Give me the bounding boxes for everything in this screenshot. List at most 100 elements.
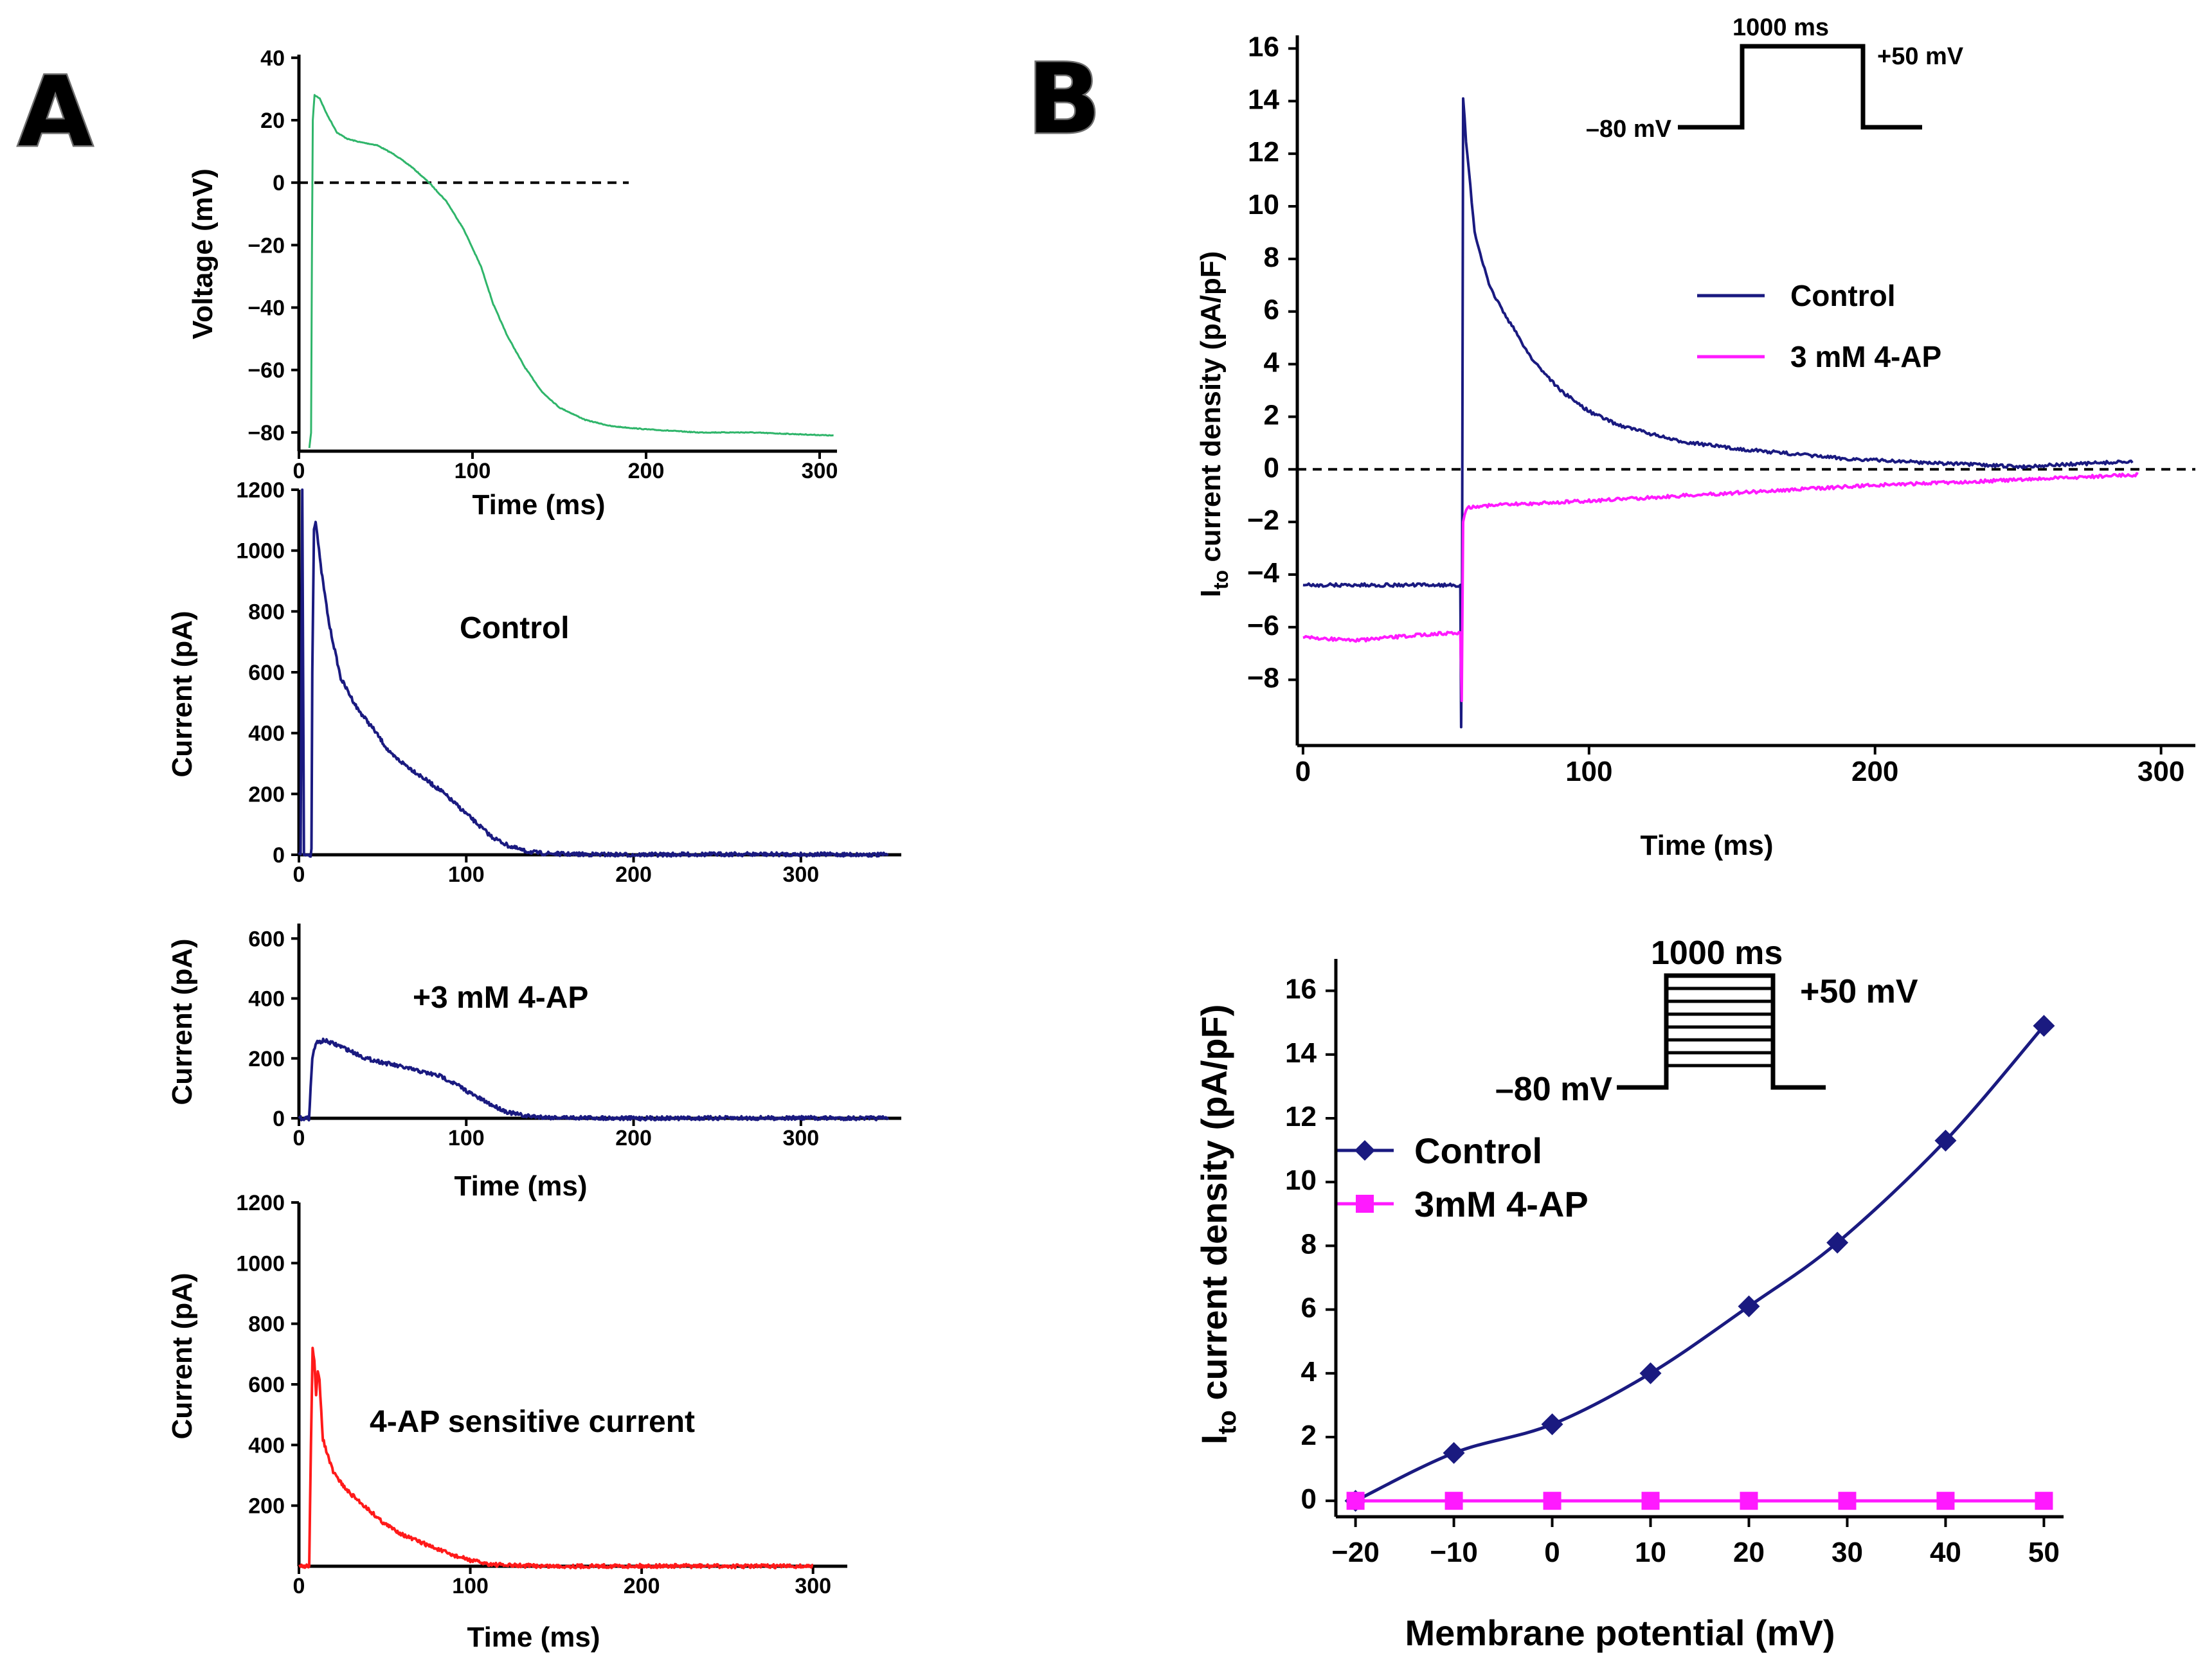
b1-y-tick-label-11: −6 (1247, 610, 1279, 641)
b2-y-tick-label-4: 8 (1301, 1228, 1317, 1260)
b2-point-control-5 (1826, 1231, 1849, 1254)
b1-y-tick-label-0: 16 (1248, 31, 1279, 62)
b2-protocol-pulse (1617, 973, 1826, 1090)
b2-protocol-duration: 1000 ms (1651, 934, 1783, 972)
b2-y-tick-label-2: 4 (1301, 1356, 1317, 1388)
b1-x-tick-label-1: 100 (1565, 756, 1612, 787)
b1-y-tick-label-8: 0 (1264, 452, 1279, 483)
b2-point-3mm-4-ap-6 (1936, 1492, 1955, 1510)
a2-y-tick-label-2: 800 (248, 600, 285, 624)
a2-y-tick-label-4: 400 (248, 722, 285, 746)
a2-x-tick-label-0: 0 (293, 862, 305, 887)
b1-y-tick-label-12: −8 (1247, 663, 1279, 694)
a4-y-tick-label-3: 600 (248, 1373, 285, 1397)
a3-y-tick-label-2: 200 (248, 1047, 285, 1071)
a1-y-tick-label-2: 0 (273, 171, 285, 195)
a4-y-tick-label-5: 200 (248, 1494, 285, 1519)
a2-y-tick-label-1: 1000 (236, 539, 285, 564)
b2-x-tick-label-6: 40 (1930, 1537, 1961, 1568)
a1-x-tick-label-1: 100 (455, 459, 491, 483)
b1-y-tick-label-5: 6 (1264, 294, 1279, 326)
b2-line-control (1354, 1024, 2046, 1503)
a3-y-tick-label-1: 400 (248, 987, 285, 1012)
a4-x-tick-label-0: 0 (293, 1574, 305, 1598)
a4-annotation: 4-AP sensitive current (370, 1405, 695, 1439)
a4-x-tick-label-1: 100 (452, 1574, 489, 1598)
b2-point-3mm-4-ap-1 (1444, 1492, 1463, 1510)
b2-legend-4ap: 3mM 4-AP (1414, 1184, 1589, 1224)
a2-trace-control (298, 488, 889, 858)
b1-protocol-pulse (1678, 44, 1922, 130)
a3-y-tick-label-3: 0 (273, 1107, 285, 1131)
b2-x-tick-label-2: 0 (1544, 1537, 1560, 1568)
b1-x-tick-label-3: 300 (2138, 756, 2184, 787)
a1-x-tick-label-0: 0 (293, 459, 305, 483)
a3-x-tick-label-3: 300 (782, 1126, 819, 1150)
b2-point-control-6 (1934, 1129, 1957, 1152)
b2-legend-4ap-marker (1356, 1195, 1374, 1213)
chart-ito-traces: Ito current density (pA/pF) Time (ms) Co… (1195, 14, 2195, 861)
a4-x-tick-label-2: 200 (624, 1574, 660, 1598)
b2-legend-control: Control (1414, 1130, 1542, 1171)
b1-trace-control (1302, 97, 2134, 729)
b2-y-tick-label-5: 10 (1285, 1165, 1317, 1196)
b1-y-tick-label-6: 4 (1264, 347, 1280, 379)
b1-trace-3-mm-4-ap (1302, 472, 2139, 702)
chart-control-current: Current (pA) Control 1200100080060040020… (166, 478, 901, 887)
a3-trace--3-mm-4-ap (298, 1037, 890, 1121)
a1-y-tick-label-5: −60 (248, 359, 285, 383)
b2-x-tick-label-1: −10 (1430, 1537, 1478, 1568)
a2-y-tick-label-3: 600 (248, 661, 285, 685)
a2-y-tick-label-5: 200 (248, 782, 285, 807)
b1-protocol-step: +50 mV (1877, 43, 1964, 70)
a2-x-tick-label-1: 100 (448, 862, 485, 887)
b1-x-axis-title: Time (ms) (1640, 830, 1773, 861)
b2-x-tick-label-5: 30 (1832, 1537, 1863, 1568)
a2-x-tick-label-2: 200 (615, 862, 652, 887)
b2-y-tick-label-6: 12 (1285, 1101, 1317, 1132)
b2-y-tick-label-1: 2 (1301, 1420, 1317, 1451)
b1-legend-control: Control (1790, 279, 1896, 312)
b2-point-3mm-4-ap-3 (1641, 1492, 1660, 1510)
a4-y-axis-title: Current (pA) (166, 1273, 198, 1439)
a4-trace-4-ap-sensitive-current (298, 1346, 814, 1569)
b1-x-tick-label-2: 200 (1851, 756, 1898, 787)
b2-protocol-family (1617, 973, 1826, 1090)
a1-trace-action-potential (308, 94, 834, 449)
b2-legend-control-marker (1354, 1140, 1375, 1161)
a1-x-axis-title: Time (ms) (472, 489, 605, 521)
b2-point-3mm-4-ap-4 (1740, 1492, 1758, 1510)
b2-y-tick-label-0: 0 (1301, 1483, 1317, 1515)
b2-point-control-2 (1541, 1413, 1563, 1436)
a1-y-tick-label-6: −80 (248, 421, 285, 445)
a2-y-tick-label-6: 0 (273, 843, 285, 868)
b2-x-tick-label-0: −20 (1331, 1537, 1380, 1568)
a4-x-tick-label-3: 300 (795, 1574, 831, 1598)
chart-4ap-current: Current (pA) Time (ms) +3 mM 4-AP 600 400… (166, 924, 901, 1202)
a3-y-axis-title: Current (pA) (166, 938, 198, 1105)
a2-y-tick-label-0: 1200 (236, 478, 285, 503)
a1-x-tick-label-2: 200 (628, 459, 665, 483)
b2-x-tick-label-3: 10 (1635, 1537, 1666, 1568)
b2-point-3mm-4-ap-7 (2035, 1492, 2053, 1510)
b1-y-tick-label-9: −2 (1247, 505, 1279, 536)
a4-y-tick-label-1: 1000 (236, 1251, 285, 1276)
b2-y-tick-label-7: 14 (1285, 1037, 1317, 1069)
a4-y-tick-label-0: 1200 (236, 1191, 285, 1215)
a3-x-axis-title: Time (ms) (454, 1170, 587, 1202)
b1-x-tick-label-0: 0 (1295, 756, 1311, 787)
a1-y-tick-label-4: −40 (248, 296, 285, 321)
b1-legend-4ap: 3 mM 4-AP (1790, 340, 1941, 373)
b2-point-3mm-4-ap-2 (1543, 1492, 1562, 1510)
a3-x-tick-label-2: 200 (615, 1126, 652, 1150)
a2-y-axis-title: Current (pA) (166, 611, 198, 777)
b1-protocol-hold: –80 mV (1586, 116, 1672, 143)
b1-y-tick-label-3: 10 (1248, 189, 1279, 220)
b2-y-axis-title: Ito current density (pA/pF) (1194, 1005, 1241, 1445)
b2-x-tick-label-7: 50 (2028, 1537, 2060, 1568)
a2-x-tick-label-3: 300 (782, 862, 819, 887)
a3-x-tick-label-0: 0 (293, 1126, 305, 1150)
b2-point-3mm-4-ap-0 (1346, 1492, 1365, 1510)
b1-y-tick-label-2: 12 (1248, 136, 1279, 168)
